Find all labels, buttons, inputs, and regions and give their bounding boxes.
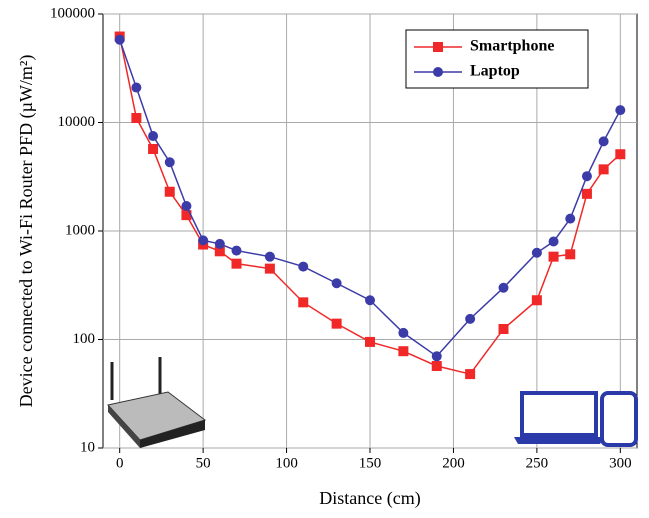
legend-box [405, 29, 589, 89]
marker [164, 157, 175, 168]
marker [548, 236, 559, 247]
marker [598, 164, 609, 175]
y-axis-label: Device connected to Wi-Fi Router PFD (µW… [16, 55, 37, 408]
marker [331, 278, 342, 289]
x-tick-label: 200 [442, 455, 465, 471]
marker [231, 258, 242, 269]
x-axis-label: Distance (cm) [319, 488, 420, 509]
marker [431, 351, 442, 362]
x-tick-label: 50 [196, 455, 211, 471]
marker [465, 313, 476, 324]
marker [498, 282, 509, 293]
marker [565, 213, 576, 224]
legend-label: Laptop [470, 63, 520, 80]
marker [164, 186, 175, 197]
marker [214, 246, 225, 257]
data-layer [114, 31, 626, 380]
marker [198, 235, 209, 246]
marker [398, 346, 409, 357]
y-tick-label: 100000 [50, 5, 95, 21]
marker [398, 327, 409, 338]
series-line [118, 36, 621, 375]
marker [615, 149, 626, 160]
marker [531, 295, 542, 306]
marker [465, 369, 476, 380]
marker [365, 336, 375, 347]
x-tick-label: 100 [275, 455, 298, 471]
marker [114, 34, 125, 45]
marker [131, 82, 142, 93]
y-tick-label: 10 [80, 439, 95, 455]
router-icon [107, 357, 207, 448]
x-tick-label: 250 [526, 455, 549, 471]
x-tick-label: 300 [609, 455, 632, 471]
marker [365, 295, 375, 306]
marker [331, 318, 342, 329]
marker [565, 249, 576, 260]
marker [531, 247, 542, 258]
marker [298, 261, 309, 272]
y-tick-label: 10000 [58, 114, 96, 130]
marker [433, 42, 443, 52]
x-tick-label: 150 [359, 455, 382, 471]
marker [148, 143, 159, 154]
marker [231, 245, 242, 256]
marker [581, 188, 592, 199]
marker [433, 67, 443, 77]
legend-label: Smartphone [470, 38, 554, 55]
x-tick-label: 0 [116, 455, 124, 471]
marker [264, 263, 275, 274]
marker [548, 251, 559, 262]
marker [181, 210, 192, 221]
series-line [118, 39, 621, 358]
marker [148, 131, 159, 142]
marker [131, 113, 142, 124]
marker [264, 251, 275, 262]
marker [598, 136, 609, 147]
marker [431, 360, 442, 371]
marker [298, 297, 309, 308]
y-tick-label: 100 [73, 331, 96, 347]
marker [615, 105, 626, 116]
y-tick-label: 1000 [65, 222, 95, 238]
marker [581, 171, 592, 182]
marker [181, 200, 192, 211]
laptop-icon [514, 391, 638, 447]
marker [498, 323, 509, 334]
marker [214, 238, 225, 249]
